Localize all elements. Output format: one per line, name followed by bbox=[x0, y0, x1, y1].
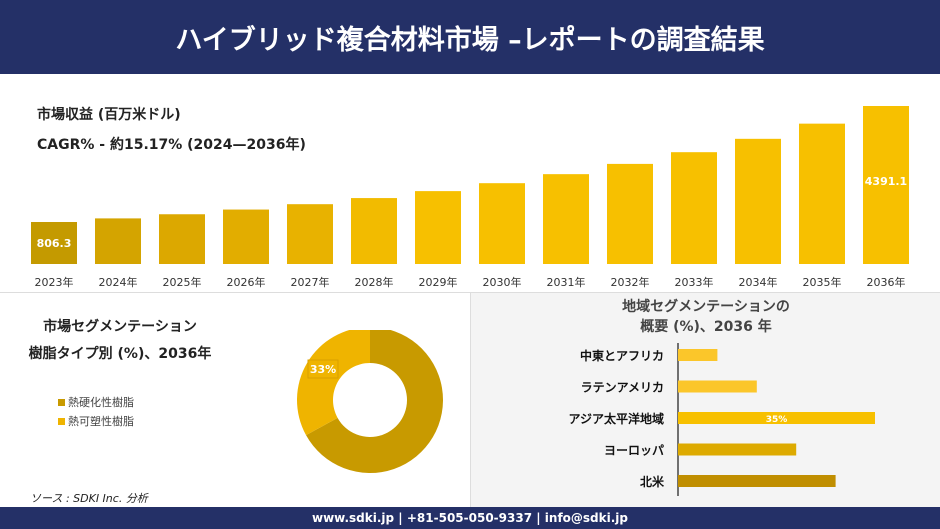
revenue-bar bbox=[95, 218, 141, 264]
revenue-bar bbox=[287, 204, 333, 264]
legend-item-thermoset: 熱硬化性樹脂 bbox=[58, 394, 134, 410]
year-tick-label: 2026年 bbox=[227, 275, 266, 289]
year-tick-label: 2036年 bbox=[867, 275, 906, 289]
region-bar bbox=[678, 443, 797, 456]
region-data-label: 35% bbox=[766, 415, 788, 425]
year-tick-label: 2029年 bbox=[419, 275, 458, 289]
region-bar bbox=[678, 380, 757, 393]
year-tick-label: 2028年 bbox=[355, 275, 394, 289]
year-tick-label: 2027年 bbox=[291, 275, 330, 289]
revenue-bar-chart: 2023年 806.3 2024年 2025年 2026年 2027年 2028年 2029年… bbox=[31, 106, 909, 289]
segment-title: 市場セグメンテーション 樹脂タイプ別 (%)、2036年 bbox=[20, 314, 220, 368]
revenue-bar bbox=[31, 222, 77, 264]
revenue-bar bbox=[479, 183, 525, 264]
year-tick-label: 2034年 bbox=[739, 275, 778, 289]
legend-swatch bbox=[58, 417, 65, 425]
region-label: アジア太平洋地域 bbox=[568, 411, 664, 426]
revenue-bar bbox=[671, 152, 717, 264]
region-label: ラテンアメリカ bbox=[581, 381, 664, 395]
segment-title-line2: 樹脂タイプ別 (%)、2036年 bbox=[28, 346, 212, 362]
revenue-bar bbox=[863, 106, 909, 265]
year-tick-label: 2035年 bbox=[803, 275, 842, 289]
region-title-line2: 概要 (%)、2036 年 bbox=[640, 319, 772, 335]
region-label: 北米 bbox=[640, 474, 665, 489]
donut-slice bbox=[297, 330, 370, 436]
year-tick-label: 2031年 bbox=[547, 275, 586, 289]
revenue-bar bbox=[415, 191, 461, 264]
resin-donut-chart: 33% bbox=[297, 330, 443, 473]
revenue-bar bbox=[351, 198, 397, 264]
revenue-bar bbox=[735, 138, 781, 264]
region-bar bbox=[678, 349, 718, 361]
legend-label: 熱可塑性樹脂 bbox=[68, 415, 134, 428]
year-tick-label: 2032年 bbox=[611, 275, 650, 289]
page-title: ハイブリッド複合材料市場 –レポートの調査結果 bbox=[0, 0, 940, 74]
region-label: 中東とアフリカ bbox=[580, 348, 664, 363]
revenue-bar bbox=[543, 174, 589, 264]
data-label-box bbox=[307, 359, 339, 379]
year-tick-label: 2030年 bbox=[483, 275, 522, 289]
revenue-bar bbox=[607, 163, 653, 264]
legend-item-thermoplastic: 熱可塑性樹脂 bbox=[58, 413, 134, 429]
footer-contact: www.sdki.jp | +81-505-050-9337 | info@sd… bbox=[0, 507, 940, 529]
bar-data-label: 806.3 bbox=[37, 237, 72, 250]
revenue-bar bbox=[223, 209, 269, 264]
region-label: ヨーロッパ bbox=[604, 444, 664, 458]
year-tick-label: 2033年 bbox=[675, 275, 714, 289]
revenue-title: 市場収益 (百万米ドル) bbox=[37, 107, 181, 123]
revenue-bar bbox=[159, 214, 205, 264]
year-tick-label: 2024年 bbox=[99, 275, 138, 289]
year-tick-label: 2025年 bbox=[163, 275, 202, 289]
region-bar bbox=[678, 475, 836, 487]
legend-label: 熱硬化性樹脂 bbox=[68, 396, 134, 409]
donut-data-label: 33% bbox=[310, 363, 336, 376]
revenue-bar bbox=[799, 123, 845, 265]
revenue-panel: 市場収益 (百万米ドル) CAGR% - 約15.17% (2024—2036年… bbox=[0, 74, 940, 292]
divider bbox=[0, 292, 940, 293]
region-title-line1: 地域セグメンテーションの bbox=[622, 299, 790, 315]
bar-data-label: 4391.1 bbox=[865, 175, 907, 188]
region-panel: 地域セグメンテーションの 概要 (%)、2036 年 中東とアフリカ ラテンアメリ… bbox=[470, 293, 940, 508]
segment-title-line1: 市場セグメンテーション bbox=[43, 319, 197, 335]
legend-swatch bbox=[58, 398, 65, 406]
region-title: 地域セグメンテーションの 概要 (%)、2036 年 bbox=[471, 297, 940, 337]
cagr-subtitle: CAGR% - 約15.17% (2024—2036年) bbox=[37, 137, 306, 153]
year-tick-label: 2023年 bbox=[35, 275, 74, 289]
donut-slice bbox=[306, 330, 443, 473]
region-bar bbox=[678, 412, 875, 424]
source-note: ソース : SDKI Inc. 分析 bbox=[30, 492, 148, 505]
